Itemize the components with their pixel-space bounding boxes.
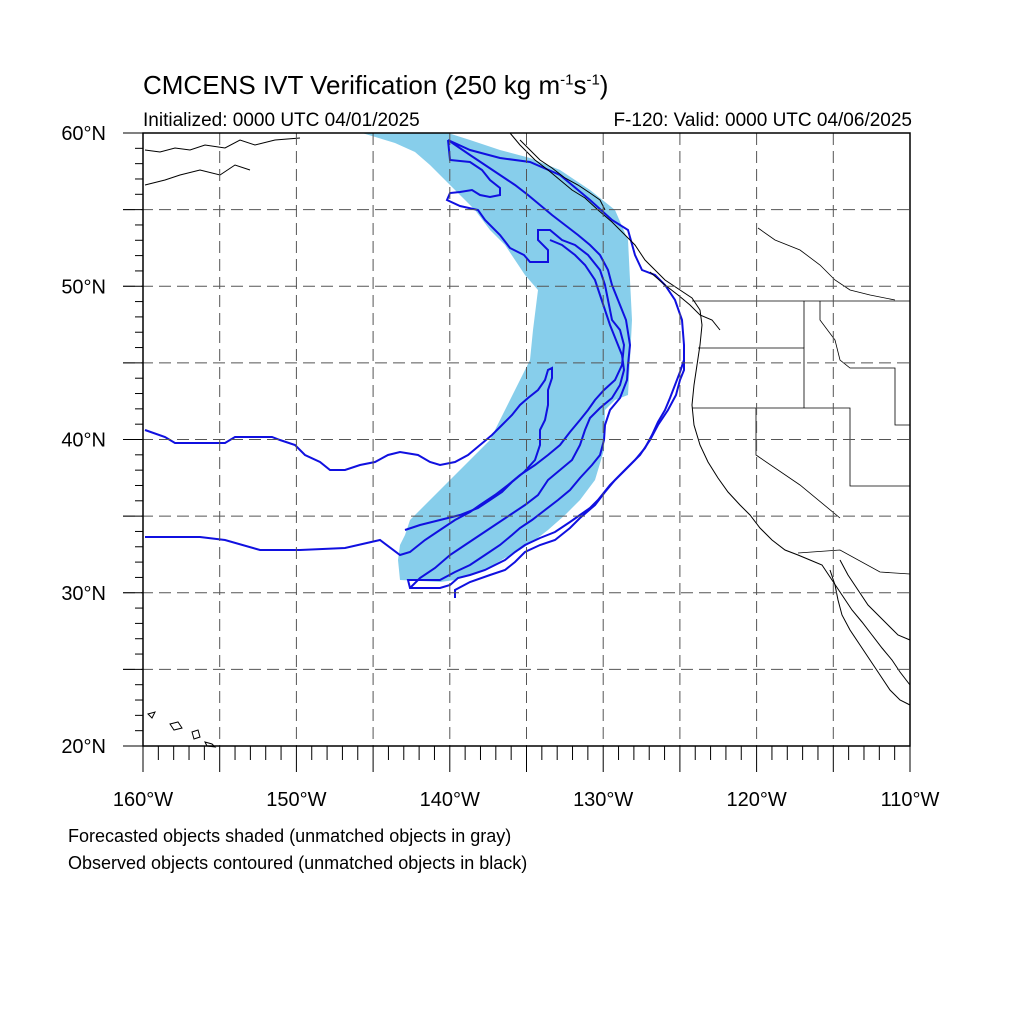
lat-tick-label: 40°N xyxy=(61,430,106,452)
valid-label: F-120: Valid: 0000 UTC 04/06/2025 xyxy=(613,110,912,131)
alaska-southeast-coast xyxy=(519,139,606,211)
vancouver-island-coast xyxy=(649,271,721,331)
lat-lon-gridlines xyxy=(123,133,910,746)
us-mexico-border xyxy=(797,549,911,575)
hawaii-island xyxy=(147,711,156,719)
latitude-labels: 60°N 50°N 40°N 30°N 20°N xyxy=(61,123,106,758)
maui-island xyxy=(169,721,183,731)
forecast-ar-object xyxy=(362,133,632,582)
observed-southern-tail xyxy=(454,359,685,598)
observed-subtropical-plume xyxy=(144,366,553,531)
lon-tick-label: 160°W xyxy=(113,789,173,811)
alaska-peninsula-coast xyxy=(144,137,301,186)
longitude-labels: 160°W 150°W 140°W 130°W 120°W 110°W xyxy=(113,789,940,811)
observed-ar-outer-contour xyxy=(145,139,626,557)
hawaiian-islands xyxy=(147,711,217,748)
canada-interior xyxy=(757,227,896,301)
lon-tick-label: 140°W xyxy=(420,789,480,811)
chart-title: CMCENS IVT Verification (250 kg m-1s-1) xyxy=(143,70,609,100)
lon-tick-label: 110°W xyxy=(881,789,940,811)
lon-tick-label: 130°W xyxy=(573,789,633,811)
initialized-label: Initialized: 0000 UTC 04/01/2025 xyxy=(143,110,420,131)
coastlines xyxy=(144,132,911,706)
gulf-of-california xyxy=(829,569,911,706)
observed-ar-eastern-edge xyxy=(406,139,685,589)
baja-california-coast xyxy=(839,559,911,641)
washington-oregon-border xyxy=(698,347,805,408)
big-island xyxy=(191,729,201,740)
lat-tick-label: 60°N xyxy=(61,123,106,145)
forecast-ivt-objects xyxy=(362,133,632,582)
observed-ar-inner-contour xyxy=(409,239,626,589)
minor-ticks xyxy=(123,132,911,772)
observed-ivt-contours xyxy=(144,139,685,598)
legend-forecast-note: Forecasted objects shaded (unmatched obj… xyxy=(68,826,512,846)
niihau-island xyxy=(204,741,217,748)
lat-tick-label: 20°N xyxy=(61,736,106,758)
lat-tick-label: 50°N xyxy=(61,276,106,298)
political-borders xyxy=(692,227,911,575)
idaho-border xyxy=(803,301,910,426)
lon-tick-label: 150°W xyxy=(266,789,326,811)
north-america-coastline xyxy=(509,132,911,686)
oregon-california-border xyxy=(692,407,910,487)
lon-tick-label: 120°W xyxy=(726,789,786,811)
legend-observed-note: Observed objects contoured (unmatched ob… xyxy=(68,853,528,873)
nevada-border xyxy=(755,408,841,519)
lat-tick-label: 30°N xyxy=(61,583,106,605)
